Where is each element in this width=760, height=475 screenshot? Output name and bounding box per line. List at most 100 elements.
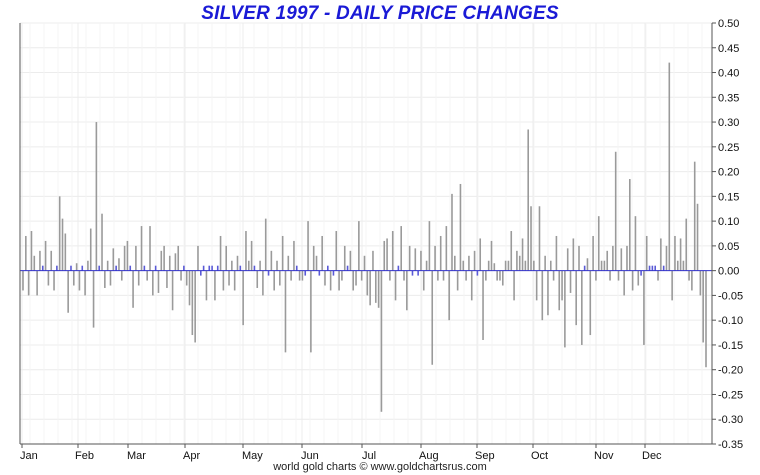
bar	[47, 270, 50, 286]
y-tick-label: 0.35	[718, 92, 739, 104]
bar	[95, 122, 98, 271]
bar	[425, 260, 428, 271]
bar	[298, 270, 301, 281]
bar	[129, 265, 132, 271]
x-tick-label: Apr	[183, 450, 200, 462]
bar	[146, 270, 148, 281]
bar	[332, 270, 335, 276]
bar	[408, 245, 411, 271]
bar	[609, 270, 611, 281]
bar	[120, 270, 123, 281]
x-tick-label: May	[242, 450, 263, 462]
y-tick-label: 0.45	[718, 43, 739, 55]
x-tick-label: Feb	[75, 450, 94, 462]
bar	[279, 270, 281, 286]
y-tick-label: 0.25	[718, 142, 739, 154]
bar	[44, 240, 47, 271]
bar	[437, 270, 439, 281]
bar	[504, 260, 507, 271]
bar	[109, 270, 112, 286]
y-tick-label: 0.05	[718, 241, 739, 253]
bar	[214, 270, 216, 301]
bar	[657, 270, 659, 281]
bar	[185, 270, 188, 286]
bar	[75, 263, 78, 271]
bar	[595, 270, 597, 281]
bar	[104, 270, 106, 288]
bar	[73, 270, 75, 286]
bar	[487, 260, 490, 271]
bar	[583, 265, 586, 271]
bar	[374, 270, 377, 303]
bar	[561, 270, 563, 301]
bar	[640, 270, 642, 276]
bar	[27, 270, 30, 296]
bar	[442, 270, 445, 281]
bar	[668, 62, 671, 271]
bar	[81, 265, 84, 271]
bar	[535, 270, 538, 301]
x-tick-label: Jun	[301, 450, 319, 462]
bar	[197, 245, 199, 271]
bar	[25, 235, 27, 271]
bar	[143, 265, 146, 271]
bar	[329, 270, 332, 291]
bar	[352, 270, 355, 291]
bar	[705, 270, 707, 368]
bar	[369, 270, 371, 306]
bar	[564, 270, 566, 348]
bar	[394, 270, 397, 301]
bar	[78, 270, 81, 291]
bar	[30, 231, 33, 271]
bar	[377, 270, 380, 308]
bar	[566, 248, 569, 271]
y-tick-label: 0.40	[718, 68, 739, 80]
bar	[84, 270, 86, 296]
bar	[135, 245, 137, 271]
bar	[391, 231, 394, 271]
bar	[236, 255, 239, 271]
bar	[468, 255, 470, 271]
bar	[676, 260, 679, 271]
bar	[645, 235, 648, 271]
bar	[157, 270, 160, 293]
bar	[247, 260, 250, 271]
bar	[242, 270, 244, 326]
bar	[276, 260, 278, 271]
bar	[152, 270, 154, 296]
bar	[233, 270, 236, 291]
bar	[671, 270, 673, 301]
bar	[411, 270, 414, 276]
bar	[547, 270, 549, 316]
bar	[188, 270, 191, 306]
bar	[445, 226, 448, 271]
bar	[434, 245, 436, 271]
bar	[312, 245, 315, 271]
y-tick-label: -0.35	[718, 439, 743, 451]
bar	[101, 213, 103, 271]
bar	[620, 248, 623, 271]
bar	[699, 270, 702, 296]
bar	[123, 245, 126, 271]
bar	[194, 270, 196, 343]
y-tick-label: 0.00	[718, 266, 739, 278]
bar	[154, 265, 157, 271]
bar	[578, 245, 580, 271]
bar	[270, 250, 273, 271]
bar	[36, 270, 38, 296]
bar	[581, 270, 583, 345]
bar	[465, 270, 467, 281]
bar	[366, 270, 369, 296]
bar	[439, 235, 442, 271]
bar	[33, 255, 36, 271]
bar	[454, 255, 456, 271]
bar	[448, 270, 450, 321]
bar	[307, 221, 309, 271]
bar	[490, 240, 493, 271]
bar	[355, 270, 357, 286]
x-tick-label: Sep	[475, 450, 495, 462]
bar	[603, 260, 606, 271]
bar	[456, 270, 459, 291]
bar	[219, 235, 222, 271]
